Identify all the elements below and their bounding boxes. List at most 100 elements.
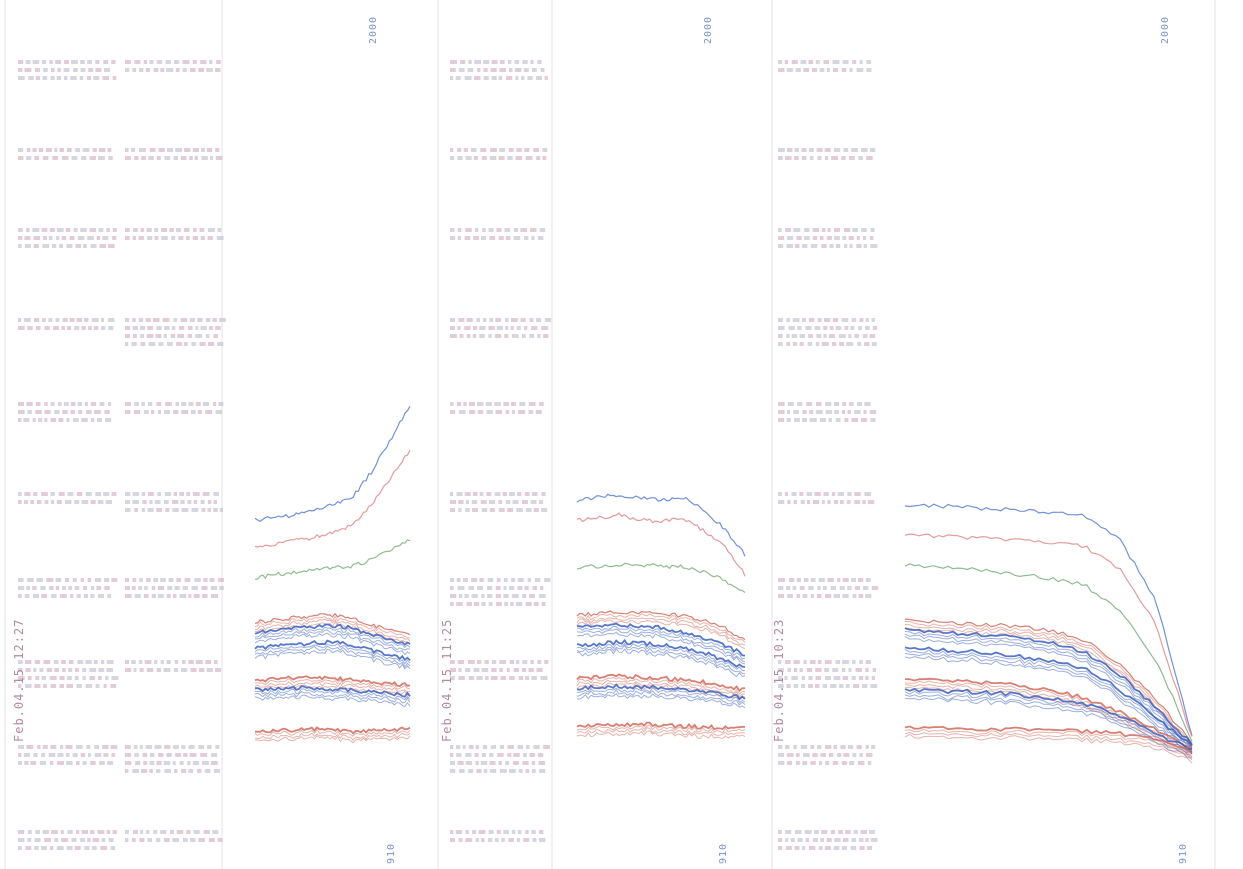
printed-text-glyph [157, 410, 162, 414]
printed-text-glyph [96, 418, 102, 422]
printed-text-glyph [533, 148, 539, 152]
printed-text-glyph [525, 508, 532, 512]
printed-text-glyph [171, 236, 176, 240]
printed-text-glyph [859, 60, 863, 64]
printed-text-glyph [180, 318, 188, 322]
printed-text-glyph [139, 745, 144, 749]
printed-text-glyph [450, 594, 457, 598]
printed-text-glyph [67, 492, 74, 496]
printed-text-glyph [18, 244, 22, 248]
printed-text-glyph [55, 586, 60, 590]
printed-text-glyph [50, 684, 57, 688]
printed-text-glyph [805, 326, 812, 330]
printed-text-glyph [18, 578, 24, 582]
printed-text-glyph [537, 660, 542, 664]
printed-text-glyph [533, 745, 540, 749]
printed-text-glyph [18, 838, 25, 842]
printed-text-glyph [86, 76, 92, 80]
printed-text-glyph [487, 594, 493, 598]
printed-text-glyph [865, 660, 871, 664]
printed-text-glyph [28, 76, 34, 80]
printed-text-glyph [80, 68, 86, 72]
printed-text-glyph [477, 660, 482, 664]
printed-text-glyph [813, 830, 819, 834]
printed-text-glyph [483, 60, 490, 64]
printed-text-glyph [489, 753, 494, 757]
printed-text-glyph [193, 830, 200, 834]
printed-text-glyph [156, 60, 163, 64]
printed-text-glyph [778, 594, 785, 598]
printed-text-glyph [81, 500, 89, 504]
printed-text-glyph [524, 236, 529, 240]
printed-text-glyph [125, 500, 131, 504]
printed-text-glyph [841, 156, 846, 160]
printed-text-glyph [862, 500, 866, 504]
printed-text-glyph [188, 769, 194, 773]
printed-text-glyph [851, 578, 856, 582]
printed-text-glyph [102, 236, 109, 240]
printed-text-glyph [48, 236, 53, 240]
printed-text-glyph [18, 418, 22, 422]
printed-text-glyph [191, 508, 199, 512]
printed-text-glyph [778, 236, 785, 240]
printed-text-glyph [104, 578, 110, 582]
printed-text-glyph [68, 668, 73, 672]
printed-text-glyph [503, 578, 508, 582]
printed-text-glyph [34, 660, 40, 664]
printed-text-glyph [837, 753, 842, 757]
printed-text-glyph [830, 586, 837, 590]
printed-text-glyph [193, 594, 200, 598]
printed-text-glyph [481, 508, 488, 512]
printed-text-glyph [184, 578, 191, 582]
printed-text-glyph [35, 68, 40, 72]
printed-text-glyph [516, 660, 520, 664]
printed-text-glyph [833, 676, 841, 680]
printed-text-glyph [851, 418, 859, 422]
printed-text-glyph [778, 586, 784, 590]
printed-text-glyph [802, 761, 808, 765]
printed-text-glyph [498, 761, 502, 765]
printed-text-glyph [30, 761, 37, 765]
printed-text-glyph [172, 594, 177, 598]
series-line [904, 503, 1193, 736]
printed-text-glyph [817, 660, 822, 664]
printed-text-glyph [111, 676, 119, 680]
printed-text-glyph [142, 500, 147, 504]
printed-text-glyph [65, 578, 70, 582]
printed-text-glyph [181, 769, 187, 773]
printed-text-glyph [802, 594, 808, 598]
printed-text-glyph [25, 660, 32, 664]
printed-text-glyph [457, 660, 464, 664]
printed-text-glyph [524, 492, 530, 496]
series-line [254, 406, 411, 523]
printed-text-glyph [95, 60, 100, 64]
series-line [254, 681, 411, 693]
printed-text-glyph [793, 745, 797, 749]
series-line [254, 615, 411, 639]
printed-text-glyph [513, 228, 519, 232]
printed-text-glyph [191, 410, 196, 414]
panel-3-timestamp: Feb.04.15 10:23 [772, 618, 786, 742]
printed-text-glyph [540, 586, 544, 590]
printed-text-glyph [785, 660, 791, 664]
printed-text-glyph [519, 402, 526, 406]
printed-text-glyph [190, 668, 197, 672]
printed-text-glyph [845, 684, 850, 688]
printed-text-glyph [163, 334, 167, 338]
printed-text-glyph [62, 668, 66, 672]
printed-text-glyph [488, 228, 494, 232]
printed-text-glyph [470, 148, 477, 152]
printed-text-glyph [543, 334, 549, 338]
series-line [576, 686, 746, 704]
printed-text-glyph [537, 236, 544, 240]
printed-text-glyph [161, 236, 168, 240]
printed-text-glyph [835, 326, 842, 330]
printed-text-glyph [125, 492, 131, 496]
printed-text-glyph [865, 326, 870, 330]
printed-text-glyph [871, 318, 875, 322]
printed-text-glyph [125, 236, 130, 240]
printed-text-glyph [821, 244, 827, 248]
printed-text-glyph [82, 761, 87, 765]
printed-text-glyph [820, 753, 826, 757]
printed-text-glyph [542, 148, 548, 152]
